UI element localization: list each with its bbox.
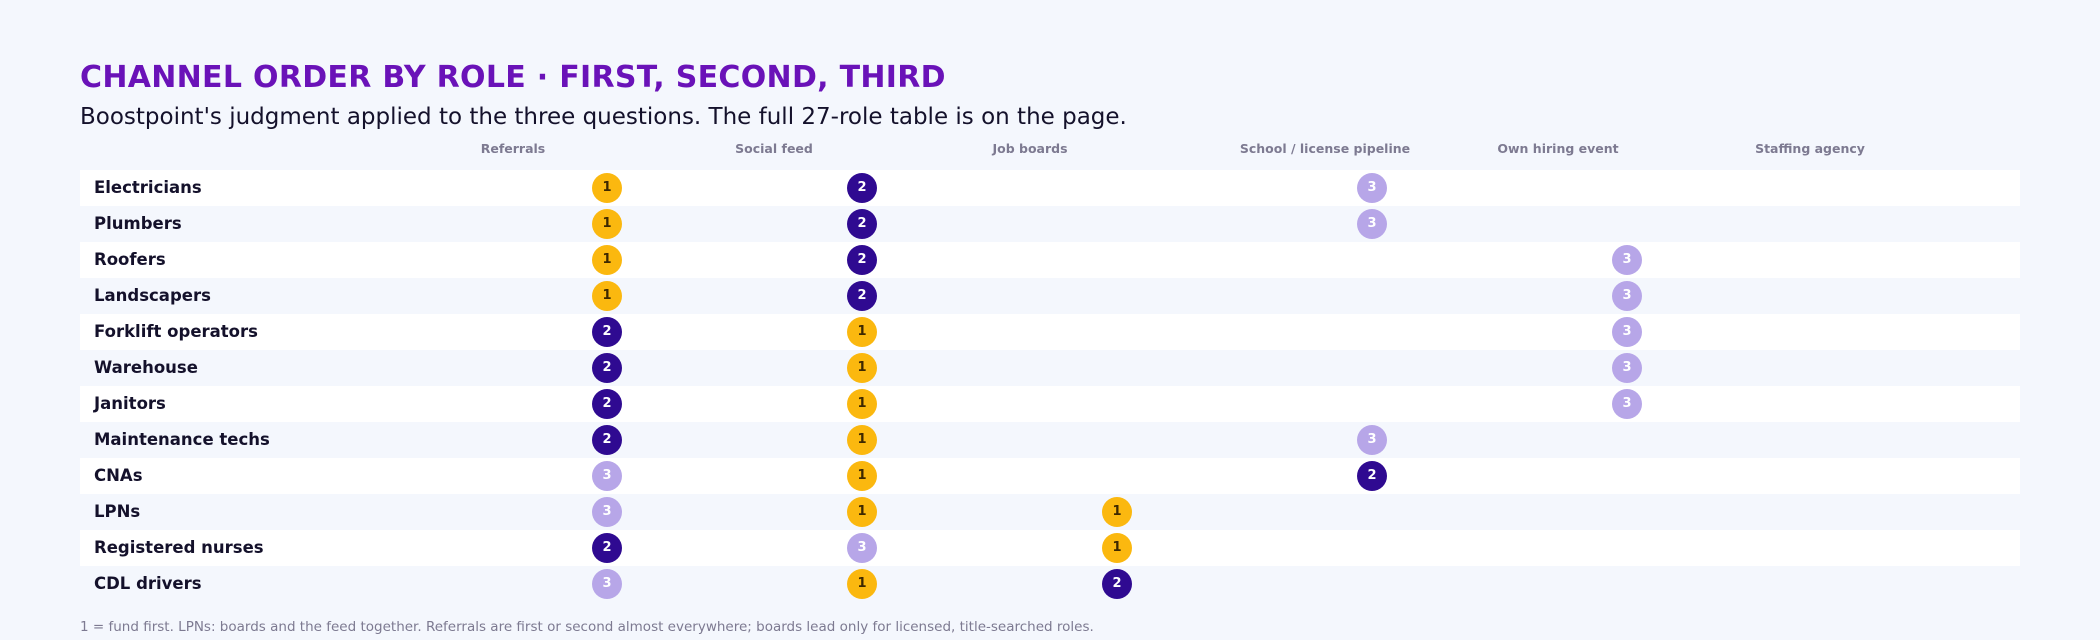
column-header-job-boards: Job boards [992,141,1068,156]
footnote: 1 = fund first. LPNs: boards and the fee… [80,619,1094,635]
rank-badge: 1 [847,569,877,599]
rank-badge: 3 [592,569,622,599]
column-header-social-feed: Social feed [735,141,813,156]
rank-badge: 3 [592,461,622,491]
table-row [80,350,2020,386]
rank-badge: 2 [592,425,622,455]
rank-badge: 3 [847,533,877,563]
rank-badge: 1 [1102,533,1132,563]
rank-badge: 2 [847,209,877,239]
rank-badge: 2 [847,281,877,311]
table-row [80,278,2020,314]
table-row [80,314,2020,350]
rank-badge: 1 [592,245,622,275]
rank-badge: 3 [1357,425,1387,455]
column-header-referrals: Referrals [480,141,546,156]
rank-badge: 1 [847,461,877,491]
rank-badge: 2 [847,173,877,203]
row-label-cnas: CNAs [94,466,143,485]
rank-badge: 2 [592,533,622,563]
rank-badge: 1 [592,281,622,311]
rank-badge: 3 [1612,353,1642,383]
table-row [80,422,2020,458]
chart-subtitle: Boostpoint's judgment applied to the thr… [80,104,1127,130]
table-row [80,458,2020,494]
rank-badge: 1 [592,209,622,239]
rank-badge: 3 [1357,209,1387,239]
chart-title: CHANNEL ORDER BY ROLE · FIRST, SECOND, T… [80,60,946,95]
rank-badge: 2 [1102,569,1132,599]
row-label-janitors: Janitors [94,394,166,413]
column-header-staffing-agency: Staffing agency [1755,141,1865,156]
table-row [80,386,2020,422]
table-row [80,206,2020,242]
column-header-own-hiring-event: Own hiring event [1497,141,1619,156]
rank-badge: 1 [847,317,877,347]
row-label-registered-nurses: Registered nurses [94,538,264,557]
table-row [80,530,2020,566]
rank-badge: 1 [847,425,877,455]
rank-badge: 2 [592,353,622,383]
rank-badge: 2 [847,245,877,275]
rank-badge: 1 [847,389,877,419]
rank-badge: 1 [847,353,877,383]
row-label-lpns: LPNs [94,502,141,521]
rank-badge: 1 [847,497,877,527]
row-label-roofers: Roofers [94,250,166,269]
row-label-landscapers: Landscapers [94,286,211,305]
row-label-forklift-operators: Forklift operators [94,322,258,341]
row-label-warehouse: Warehouse [94,358,198,377]
row-label-plumbers: Plumbers [94,214,182,233]
row-label-cdl-drivers: CDL drivers [94,574,202,593]
rank-badge: 2 [1357,461,1387,491]
rank-badge: 3 [592,497,622,527]
rank-badge: 2 [592,317,622,347]
rank-badge: 2 [592,389,622,419]
table-row [80,242,2020,278]
rank-badge: 3 [1612,245,1642,275]
table-row [80,566,2020,602]
row-label-electricians: Electricians [94,178,202,197]
rank-badge: 1 [592,173,622,203]
column-header-school-license-pipeline: School / license pipeline [1239,141,1411,156]
table-row [80,170,2020,206]
row-label-maintenance-techs: Maintenance techs [94,430,270,449]
rank-badge: 3 [1612,389,1642,419]
table-row [80,494,2020,530]
rank-badge: 3 [1612,281,1642,311]
rank-badge: 3 [1612,317,1642,347]
rank-badge: 3 [1357,173,1387,203]
rank-badge: 1 [1102,497,1132,527]
